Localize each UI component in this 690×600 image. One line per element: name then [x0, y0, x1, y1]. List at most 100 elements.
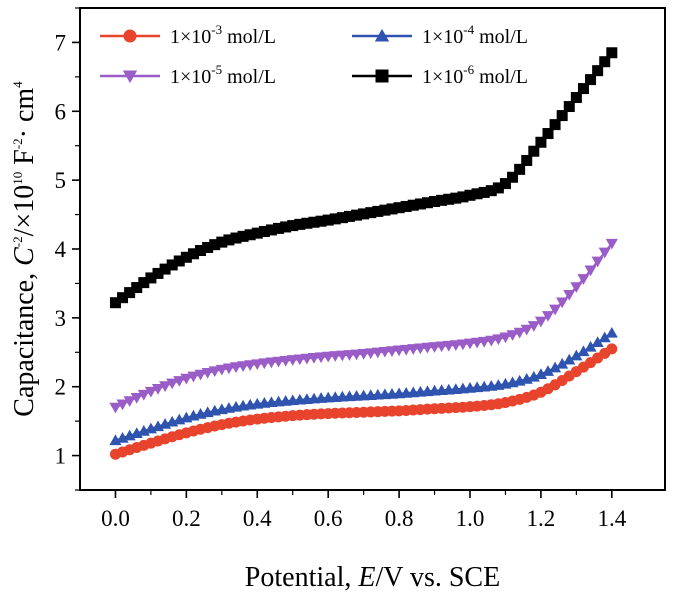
data-point: [506, 330, 519, 341]
data-point: [542, 128, 554, 140]
data-point: [464, 189, 476, 201]
data-point: [187, 248, 199, 260]
data-point: [570, 282, 583, 293]
legend-marker: [375, 69, 389, 83]
data-point: [471, 337, 484, 349]
data-point: [527, 321, 540, 332]
data-point: [215, 364, 228, 376]
data-point: [173, 376, 186, 387]
data-point: [556, 110, 568, 122]
data-point: [322, 214, 334, 226]
data-point: [514, 163, 526, 175]
data-point: [563, 353, 576, 365]
data-point: [471, 188, 483, 200]
x-tick-label: 0.8: [385, 506, 414, 531]
data-point: [549, 304, 562, 316]
legend-entry-3: 1×10-5 mol/L: [100, 62, 276, 88]
data-point: [372, 205, 384, 217]
data-point: [131, 282, 143, 294]
data-point: [201, 367, 214, 379]
data-point: [301, 217, 313, 229]
data-point: [124, 287, 136, 299]
data-point: [159, 263, 171, 275]
data-point: [123, 396, 136, 407]
data-point: [195, 245, 207, 257]
x-tick-label: 0.2: [172, 506, 201, 531]
data-point: [130, 392, 143, 404]
data-point: [358, 208, 370, 220]
legend: 1×10-3 mol/L 1×10-4 mol/L 1×10-5 mol/L 1×10…: [100, 22, 528, 88]
data-point: [308, 216, 320, 228]
plot-area: [109, 47, 618, 460]
series-3: [109, 238, 618, 414]
data-point: [208, 366, 221, 378]
x-tick-label: 0.6: [314, 506, 343, 531]
data-point: [535, 136, 547, 148]
data-point: [605, 238, 618, 250]
data-point: [223, 234, 235, 246]
legend-marker: [122, 70, 138, 84]
data-point: [209, 239, 221, 251]
x-tick-label: 0.4: [243, 506, 272, 531]
data-point: [421, 197, 433, 209]
data-point: [457, 191, 469, 203]
data-point: [599, 56, 611, 68]
x-axis-title: Potential, E/V vs. SCE: [245, 562, 500, 593]
legend-entry-4: 1×10-6 mol/L: [352, 62, 528, 88]
data-point: [591, 336, 604, 347]
data-point: [549, 361, 562, 373]
data-point: [315, 215, 327, 227]
data-point: [194, 369, 207, 381]
data-point: [151, 384, 165, 395]
data-point: [584, 340, 597, 352]
data-point: [109, 402, 122, 414]
series-line: [115, 347, 613, 456]
axis-titles: Potential, E/V vs. SCE Capacitance, C-2/×…: [9, 81, 500, 593]
data-point: [528, 145, 540, 157]
data-point: [534, 316, 547, 328]
data-point: [152, 267, 164, 279]
data-point: [478, 186, 490, 198]
series-line: [114, 52, 613, 304]
data-point: [137, 389, 150, 401]
data-point: [443, 193, 455, 205]
data-point: [485, 185, 497, 197]
data-point: [343, 210, 355, 222]
y-tick-label: 7: [55, 30, 67, 55]
data-point: [173, 255, 185, 267]
data-point: [492, 182, 504, 194]
data-point: [258, 358, 271, 370]
data-point: [591, 256, 604, 268]
data-point: [577, 274, 590, 285]
data-point: [521, 154, 533, 166]
y-tick-label: 4: [55, 237, 67, 262]
data-point: [116, 399, 129, 411]
legend-entry-1: 1×10-3 mol/L: [100, 22, 276, 48]
data-point: [138, 277, 150, 289]
data-point: [180, 251, 192, 263]
x-tick-label: 0.0: [101, 506, 130, 531]
data-point: [144, 386, 157, 398]
data-point: [202, 241, 214, 253]
data-point: [592, 65, 604, 77]
data-point: [230, 232, 242, 244]
data-point: [166, 378, 179, 390]
data-point: [351, 209, 363, 221]
legend-label: 1×10-6 mol/L: [422, 62, 528, 88]
data-point: [287, 220, 299, 232]
plot-frame: [79, 7, 666, 491]
x-tick-label: 1.2: [527, 506, 556, 531]
y-tick-label: 3: [55, 306, 67, 331]
data-point: [145, 272, 157, 284]
data-point: [570, 92, 582, 104]
data-point: [436, 194, 448, 206]
data-point: [563, 101, 575, 113]
data-point: [485, 335, 498, 347]
data-point: [117, 292, 129, 304]
data-point: [520, 324, 533, 336]
data-point: [414, 198, 426, 210]
data-point: [463, 338, 477, 350]
data-point: [606, 47, 618, 59]
data-point: [541, 311, 555, 322]
data-point: [237, 361, 250, 372]
